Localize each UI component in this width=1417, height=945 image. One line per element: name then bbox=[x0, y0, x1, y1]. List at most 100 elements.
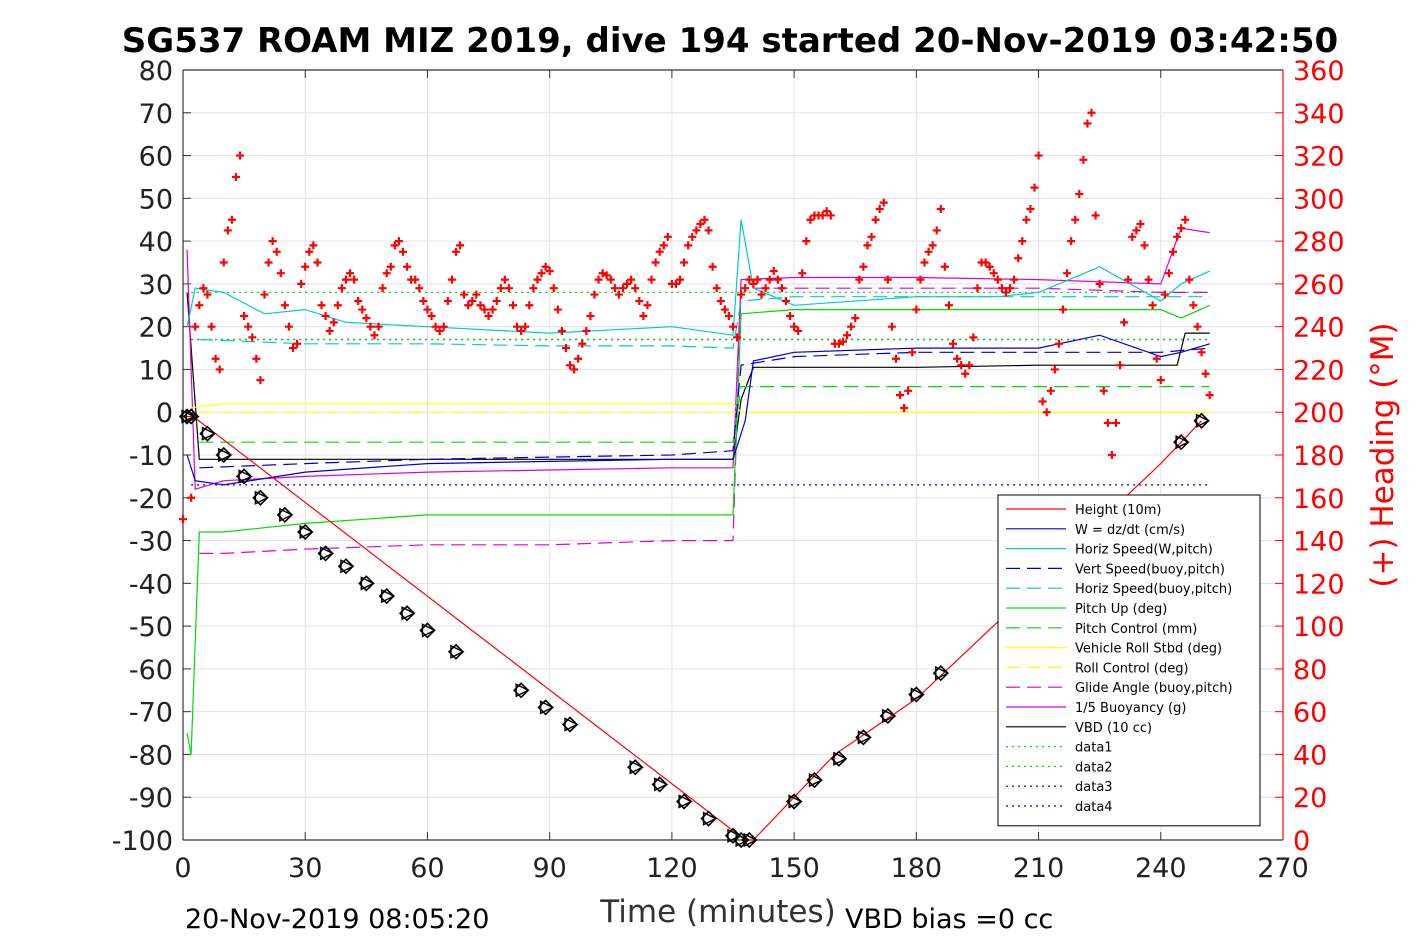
y-right-tick-label: 200 bbox=[1293, 398, 1345, 429]
heading-point bbox=[928, 241, 937, 250]
y-right-tick-label: 320 bbox=[1293, 142, 1345, 173]
heading-point bbox=[240, 311, 249, 320]
profile-marker-triangle bbox=[201, 426, 217, 441]
legend-entry: Roll Control (deg) bbox=[1075, 661, 1189, 676]
heading-point bbox=[1042, 408, 1051, 417]
y-right-tick-label: 40 bbox=[1293, 740, 1327, 771]
heading-point bbox=[883, 275, 892, 284]
heading-point bbox=[358, 305, 367, 314]
y-right-tick-label: 140 bbox=[1293, 527, 1345, 558]
y-tick-label: -50 bbox=[129, 612, 173, 643]
heading-point bbox=[1059, 305, 1067, 314]
y-right-tick-label: 220 bbox=[1293, 355, 1345, 386]
heading-point bbox=[1034, 151, 1043, 160]
heading-point bbox=[305, 247, 314, 256]
series-line-horiz-speed-buoy-pitch bbox=[199, 296, 1210, 349]
heading-point bbox=[724, 311, 733, 320]
heading-point bbox=[297, 279, 306, 288]
heading-point bbox=[981, 258, 990, 267]
heading-point bbox=[1116, 361, 1125, 370]
heading-point bbox=[1071, 215, 1080, 224]
heading-point bbox=[293, 339, 302, 348]
series-line-horiz-speed-w-pitch bbox=[186, 219, 1210, 336]
heading-point bbox=[484, 311, 493, 320]
heading-point bbox=[354, 297, 363, 305]
heading-point bbox=[655, 247, 664, 256]
profile-marker-triangle bbox=[678, 794, 693, 809]
heading-point bbox=[280, 301, 289, 310]
heading-point bbox=[1001, 288, 1010, 297]
heading-point bbox=[953, 354, 962, 363]
profile-marker-triangle bbox=[218, 447, 233, 463]
heading-point bbox=[325, 326, 334, 335]
plot-series bbox=[178, 108, 1214, 849]
heading-point bbox=[513, 322, 522, 331]
heading-point bbox=[802, 237, 811, 246]
heading-point bbox=[231, 172, 240, 181]
heading-point bbox=[1148, 301, 1157, 310]
heading-point bbox=[777, 284, 786, 293]
heading-point bbox=[676, 275, 685, 284]
heading-point bbox=[394, 237, 403, 246]
heading-point bbox=[1095, 279, 1104, 288]
heading-point bbox=[712, 284, 721, 293]
profile-marker-triangle bbox=[702, 811, 718, 826]
heading-point bbox=[419, 297, 428, 305]
heading-point bbox=[773, 275, 782, 284]
legend: Height (10m) W = dz/dt (cm/s) Horiz Speed(… bbox=[997, 494, 1261, 827]
heading-point bbox=[944, 301, 953, 310]
heading-point bbox=[1120, 318, 1129, 327]
heading-point bbox=[284, 322, 293, 331]
heading-point bbox=[1160, 290, 1169, 299]
heading-point bbox=[207, 322, 216, 331]
heading-point bbox=[961, 369, 970, 378]
heading-point bbox=[403, 262, 412, 271]
heading-point bbox=[456, 241, 465, 250]
legend-entry: Horiz Speed(W,pitch) bbox=[1075, 543, 1213, 558]
heading-point bbox=[1140, 241, 1149, 250]
heading-point bbox=[659, 241, 668, 250]
heading-point bbox=[1152, 354, 1161, 363]
y-right-tick-label: 360 bbox=[1293, 56, 1345, 87]
heading-point bbox=[557, 326, 566, 335]
heading-point bbox=[594, 275, 603, 284]
heading-point bbox=[614, 290, 623, 299]
y-tick-label: -90 bbox=[129, 783, 173, 814]
heading-point bbox=[313, 258, 322, 267]
heading-point bbox=[203, 290, 212, 299]
heading-point bbox=[179, 515, 187, 524]
heading-point bbox=[1107, 451, 1116, 459]
heading-point bbox=[806, 215, 815, 224]
heading-point bbox=[1067, 237, 1076, 246]
heading-point bbox=[753, 275, 762, 284]
heading-point bbox=[582, 326, 591, 335]
heading-point bbox=[692, 226, 701, 235]
y-tick-label: 50 bbox=[139, 184, 173, 215]
profile-marker-triangle bbox=[727, 828, 742, 843]
heading-point bbox=[920, 258, 929, 267]
heading-point bbox=[1087, 108, 1096, 117]
legend-entry: Vehicle Roll Stbd (deg) bbox=[1075, 642, 1222, 657]
heading-point bbox=[236, 151, 245, 160]
heading-point bbox=[720, 305, 729, 314]
heading-point bbox=[346, 269, 355, 278]
heading-point bbox=[191, 322, 200, 331]
heading-point bbox=[867, 232, 876, 241]
heading-point bbox=[671, 279, 680, 288]
y-tick-label: 70 bbox=[139, 99, 173, 130]
heading-point bbox=[427, 311, 436, 320]
heading-point bbox=[1201, 369, 1210, 378]
heading-point bbox=[900, 403, 909, 412]
profile-marker-triangle bbox=[833, 751, 848, 766]
heading-point bbox=[1022, 215, 1031, 224]
profile-marker-triangle bbox=[421, 623, 437, 638]
heading-point bbox=[447, 275, 456, 284]
heading-point bbox=[366, 322, 375, 331]
heading-point bbox=[887, 322, 896, 331]
profile-marker-triangle bbox=[299, 524, 314, 540]
heading-point bbox=[1164, 269, 1173, 278]
heading-point bbox=[700, 215, 709, 224]
heading-point bbox=[211, 354, 220, 363]
heading-point bbox=[834, 339, 843, 348]
heading-point bbox=[737, 290, 746, 299]
